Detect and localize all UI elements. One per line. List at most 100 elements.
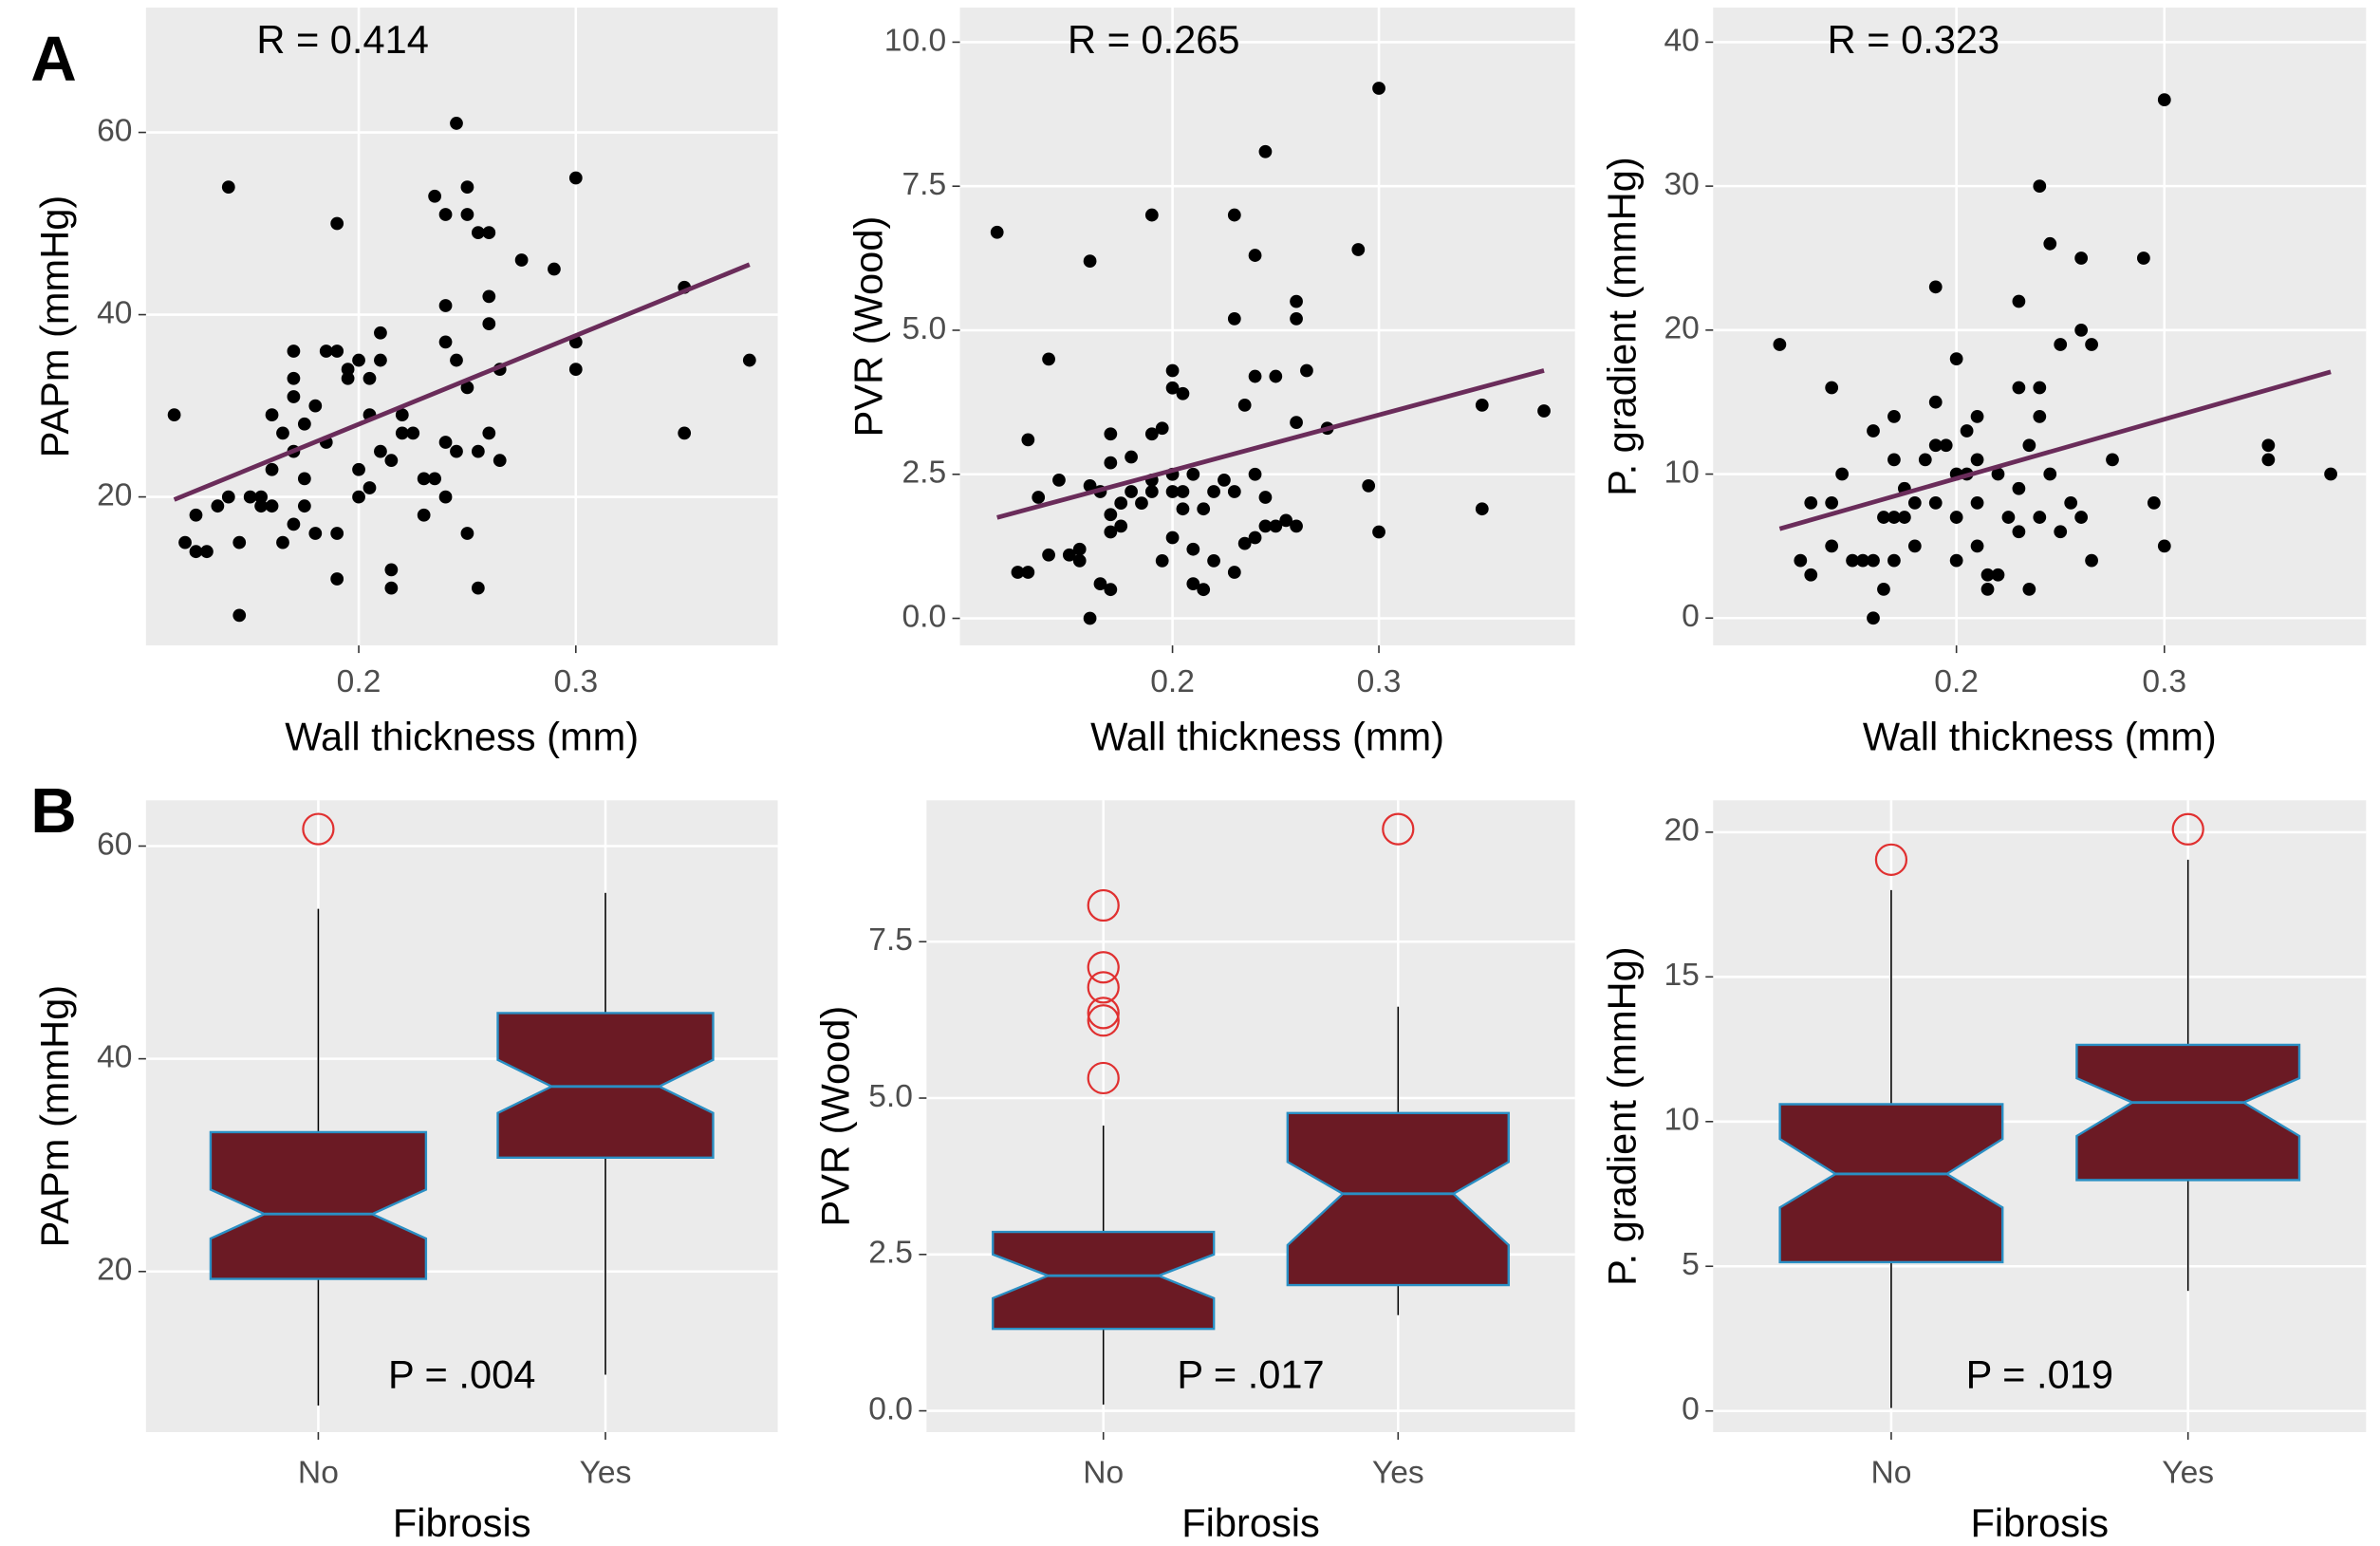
point xyxy=(1980,568,1995,582)
point xyxy=(1083,254,1097,269)
panel-label: A xyxy=(30,24,77,95)
point xyxy=(1804,496,1818,510)
point xyxy=(1897,511,1911,524)
x-axis-title: Wall thickness (mm) xyxy=(1863,714,2217,758)
point xyxy=(341,371,355,385)
point xyxy=(352,353,365,367)
point xyxy=(1072,553,1087,568)
point xyxy=(1794,553,1808,568)
point xyxy=(1176,386,1190,400)
point xyxy=(211,499,225,513)
x-tick-label: No xyxy=(298,1456,339,1491)
point xyxy=(1093,577,1107,591)
point xyxy=(1227,311,1241,326)
point xyxy=(1218,473,1231,487)
point xyxy=(1804,568,1818,582)
annotation: R = 0.323 xyxy=(1828,17,2000,62)
plot-background xyxy=(145,8,778,646)
x-tick-label: No xyxy=(1870,1456,1911,1491)
point xyxy=(1949,553,1963,568)
point xyxy=(1825,381,1839,395)
point xyxy=(254,490,268,504)
point xyxy=(428,189,441,203)
x-tick-label: 0.2 xyxy=(337,664,381,699)
notched-box xyxy=(2075,1043,2301,1182)
y-tick-label: 15 xyxy=(1664,958,1699,993)
point xyxy=(1258,144,1273,158)
point xyxy=(2157,93,2171,106)
point xyxy=(1372,82,1385,95)
point xyxy=(1928,438,1943,453)
point xyxy=(330,345,344,358)
plot-background xyxy=(959,8,1575,646)
point xyxy=(2261,453,2276,467)
point xyxy=(1186,467,1200,481)
x-tick-label: 0.2 xyxy=(1150,664,1195,699)
point xyxy=(363,371,377,385)
point xyxy=(1269,369,1283,383)
point xyxy=(330,572,344,586)
point xyxy=(482,426,496,440)
plot-background xyxy=(1713,8,2367,646)
point xyxy=(1300,363,1313,378)
point xyxy=(2033,409,2047,423)
point xyxy=(1165,363,1180,378)
point xyxy=(276,426,289,440)
point xyxy=(742,353,756,367)
point xyxy=(438,299,453,312)
point xyxy=(1279,513,1293,528)
point xyxy=(265,408,279,422)
point xyxy=(1867,553,1880,568)
point xyxy=(1165,485,1180,498)
point xyxy=(1362,479,1376,493)
point xyxy=(514,253,529,267)
point xyxy=(1114,519,1128,533)
x-axis-title: Wall thickness (mm) xyxy=(1090,714,1444,758)
point xyxy=(1248,249,1262,262)
point xyxy=(330,527,344,540)
y-tick-label: 10.0 xyxy=(884,23,946,58)
point xyxy=(330,216,344,231)
panel-label: B xyxy=(30,775,77,847)
point xyxy=(2033,179,2047,194)
point xyxy=(2324,467,2337,481)
notched-box xyxy=(992,1230,1216,1331)
trend-line xyxy=(1778,369,2332,531)
point xyxy=(1907,539,1922,553)
point xyxy=(482,226,496,240)
point xyxy=(2033,511,2047,524)
point xyxy=(1052,473,1066,487)
point xyxy=(1227,566,1241,579)
x-tick-label: Yes xyxy=(580,1456,632,1491)
x-axis-title: Fibrosis xyxy=(1971,1500,2110,1545)
point xyxy=(232,535,247,549)
point xyxy=(1258,519,1273,533)
y-axis-title: PAPm (mmHg) xyxy=(32,985,77,1248)
point xyxy=(374,444,387,458)
y-tick-label: 2.5 xyxy=(902,456,946,491)
point xyxy=(352,490,365,504)
x-tick-label: 0.3 xyxy=(1357,664,1402,699)
trend-line xyxy=(173,262,751,502)
point xyxy=(2147,496,2161,510)
point xyxy=(2001,511,2016,524)
point xyxy=(352,462,365,476)
y-tick-label: 20 xyxy=(1664,311,1699,346)
point xyxy=(2074,251,2089,265)
point xyxy=(374,353,387,367)
point xyxy=(265,462,279,476)
y-tick-label: 40 xyxy=(97,1040,132,1075)
point xyxy=(221,490,235,504)
point xyxy=(406,426,420,440)
y-axis-title: PAPm (mmHg) xyxy=(32,196,77,458)
point xyxy=(1928,280,1943,294)
outlier xyxy=(1087,888,1120,922)
point xyxy=(1207,485,1220,498)
point xyxy=(1104,456,1118,470)
point xyxy=(438,335,453,349)
point xyxy=(1165,531,1180,545)
point xyxy=(395,426,409,440)
point xyxy=(417,472,431,486)
point xyxy=(428,472,441,486)
